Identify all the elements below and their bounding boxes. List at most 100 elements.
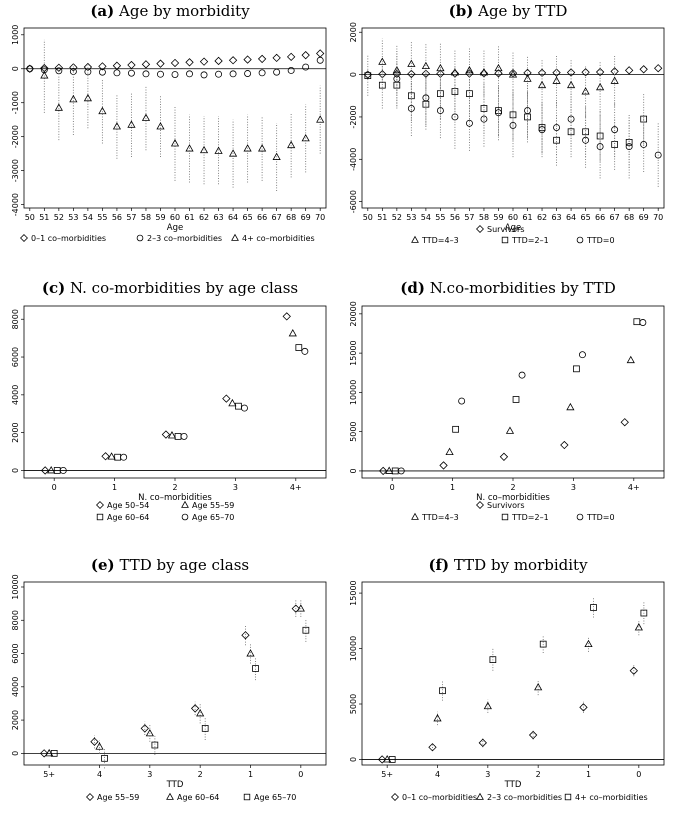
data-point	[40, 466, 50, 475]
data-point	[573, 365, 580, 373]
data-point	[625, 139, 633, 146]
data-point	[170, 58, 180, 68]
legend: Age 55–59 Age 60–64 Age 65–70	[86, 792, 296, 802]
y-tick-label: 6000	[11, 347, 20, 367]
x-tick-label: 0	[636, 770, 641, 779]
data-point	[190, 704, 200, 713]
plot-frame	[23, 581, 327, 766]
legend-label: 2–3 co–morbidities	[147, 234, 222, 243]
x-tick-label: 2	[198, 770, 203, 779]
data-point	[199, 145, 209, 154]
data-point	[489, 656, 497, 663]
data-point	[200, 71, 208, 79]
x-tick-label: 3	[571, 483, 576, 492]
data-point	[282, 312, 291, 321]
series-0	[377, 665, 638, 764]
x-tick-label: 63	[551, 213, 561, 222]
data-point	[235, 402, 242, 410]
data-point	[257, 54, 267, 64]
data-point	[186, 70, 193, 78]
x-tick-label: 5+	[43, 770, 55, 779]
data-point	[252, 665, 259, 672]
legend: 0–1 co–morbidities 2–3 co–morbidities 4+ c…	[391, 792, 648, 802]
data-point	[436, 63, 445, 72]
y-tick-label: -1000	[11, 91, 20, 114]
data-point	[26, 65, 34, 73]
data-point	[452, 425, 459, 433]
legend-label: Age 50–54	[107, 501, 149, 510]
series-1	[26, 56, 324, 79]
x-tick-label: 53	[406, 213, 416, 222]
legend-label: Survivors	[487, 225, 524, 234]
data-point	[54, 63, 64, 72]
legend-label: 0–1 co–morbidities	[402, 793, 477, 802]
data-point	[385, 466, 394, 474]
data-point	[466, 90, 473, 97]
data-point	[509, 121, 517, 129]
data-point	[141, 113, 151, 121]
legend-marker	[96, 513, 104, 521]
x-tick-label: 56	[450, 213, 460, 222]
x-tick-label: 61	[184, 213, 194, 222]
data-point	[302, 626, 310, 634]
data-point	[654, 64, 663, 73]
data-point	[433, 713, 442, 722]
data-point	[287, 66, 295, 74]
legend-marker	[411, 235, 419, 243]
legend-label: TTD=4–3	[421, 513, 459, 522]
x-tick-label: 63	[213, 213, 223, 222]
data-point	[180, 432, 188, 440]
series-2	[40, 39, 325, 192]
data-point	[39, 749, 49, 758]
data-point	[215, 70, 223, 78]
y-tick-label: 15000	[349, 580, 358, 605]
x-tick-label: 3	[147, 770, 152, 779]
data-point	[295, 344, 303, 351]
legend-label: Age 55–59	[192, 501, 234, 510]
data-point	[95, 742, 104, 750]
data-point	[552, 68, 561, 77]
data-point	[439, 687, 446, 695]
data-point	[439, 461, 448, 470]
x-tick-label: 58	[141, 213, 151, 222]
data-point	[626, 355, 635, 364]
y-tick-label: 2000	[349, 22, 358, 42]
data-point	[364, 72, 372, 79]
data-point	[567, 128, 575, 136]
data-point	[170, 139, 180, 147]
x-tick-label: 50	[363, 213, 373, 222]
series-2	[53, 344, 303, 474]
y-tick-label: -3000	[11, 159, 20, 182]
y-tick-label: 5000	[349, 694, 358, 714]
data-point	[291, 604, 300, 613]
data-point	[140, 724, 149, 733]
data-point	[624, 66, 634, 75]
x-tick-label: 64	[228, 213, 238, 222]
data-point	[40, 66, 48, 74]
data-point	[151, 741, 159, 749]
data-point	[566, 402, 575, 411]
y-tick-label: -2000	[11, 125, 20, 148]
data-point	[422, 94, 430, 102]
series-0	[40, 312, 291, 475]
data-point	[528, 730, 538, 740]
panel-title-c: (c) N. co-morbidities by age class	[42, 279, 298, 297]
data-point	[499, 452, 509, 461]
data-point	[171, 71, 179, 78]
x-tick-label: 62	[199, 213, 209, 222]
data-point	[112, 122, 122, 130]
legend-marker	[411, 512, 419, 520]
data-point	[494, 69, 503, 78]
data-point	[480, 105, 488, 112]
data-point	[539, 640, 547, 648]
legend-marker	[136, 234, 144, 242]
data-point	[90, 737, 99, 746]
data-point	[421, 69, 431, 78]
data-point	[156, 59, 165, 68]
data-point	[538, 126, 546, 134]
data-point	[378, 466, 388, 476]
x-tick-label: 54	[421, 213, 431, 222]
chart-ttd-by-morbidity: 0 5000 10000 15000 5+ 4 3 2 1 0 TTD 0–1 co–morbidit…	[349, 580, 665, 802]
x-tick-label: 60	[508, 213, 518, 222]
